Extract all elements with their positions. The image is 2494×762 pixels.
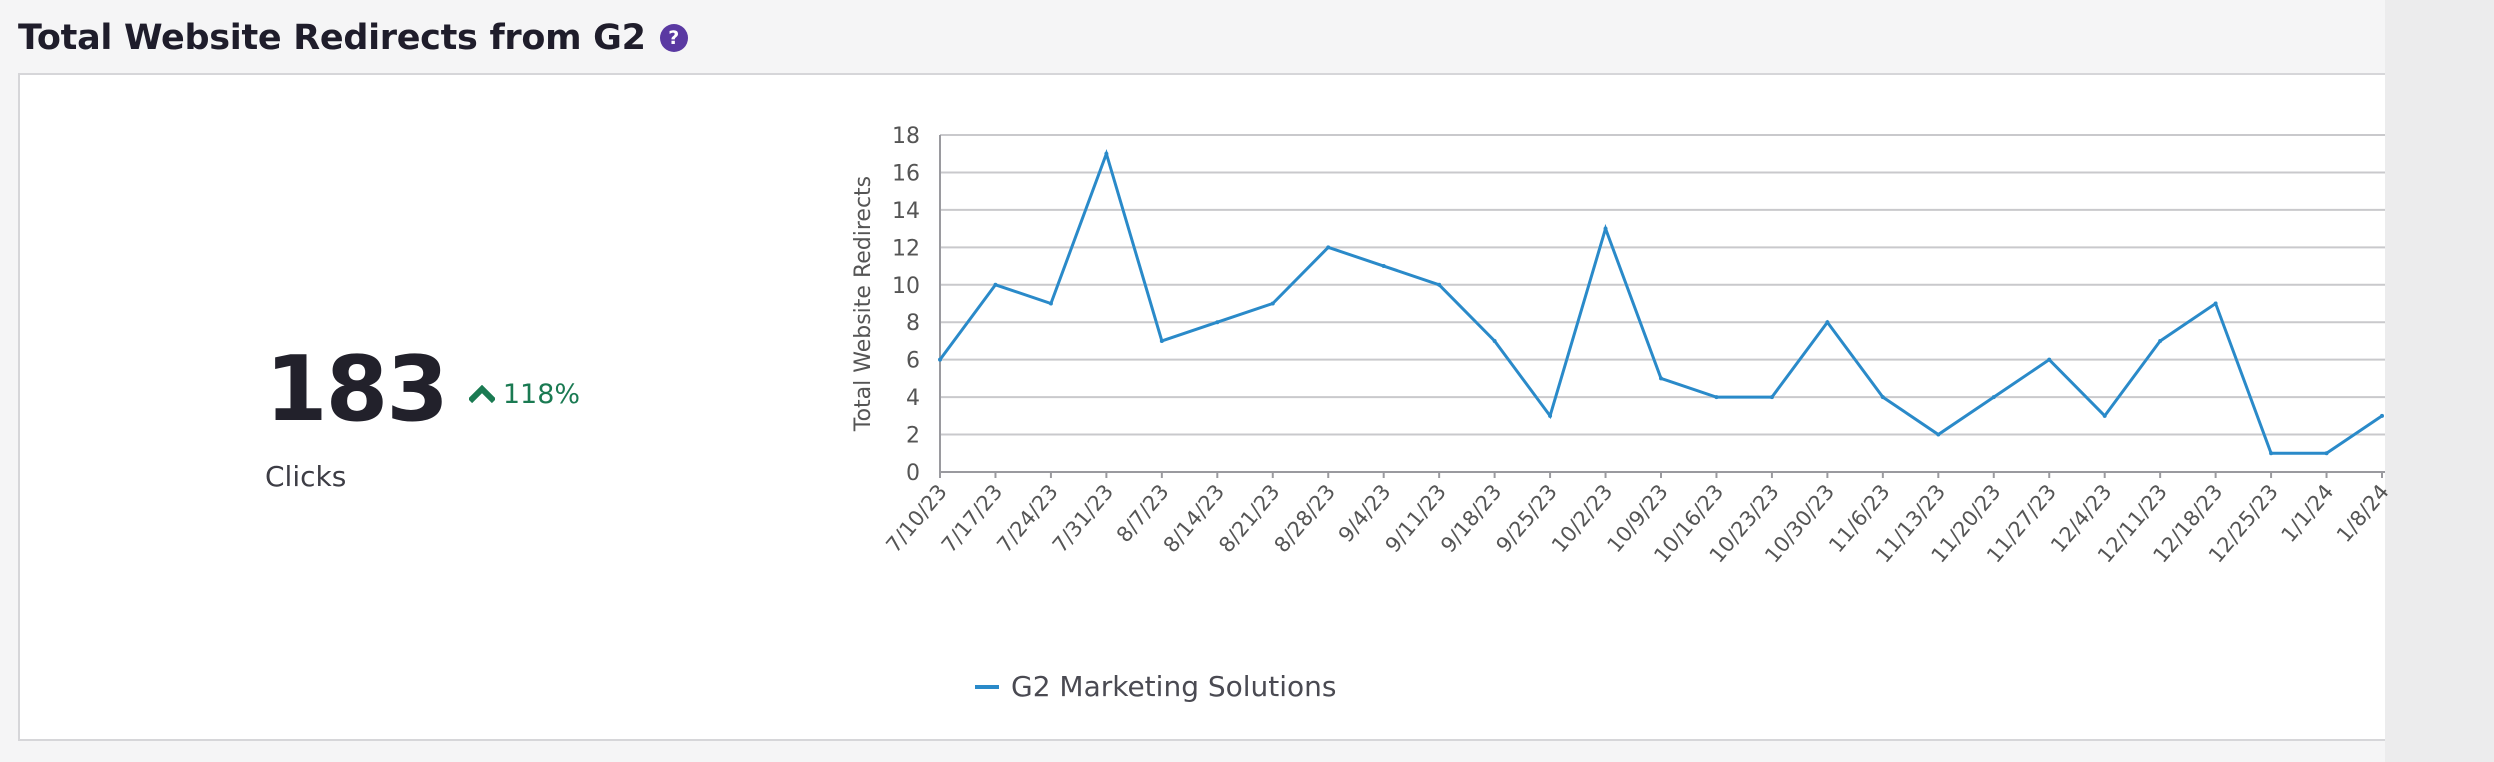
card-title: Total Website Redirects from G2 xyxy=(18,18,646,58)
kpi-label: Clicks xyxy=(265,460,347,493)
data-point xyxy=(1825,320,1830,325)
data-point xyxy=(1769,395,1774,400)
series-line xyxy=(938,148,2383,455)
data-point xyxy=(1603,226,1608,231)
data-point xyxy=(2380,413,2384,418)
x-tick-label: 7/31/23 xyxy=(1048,480,1118,557)
data-point xyxy=(1991,395,1996,400)
data-point xyxy=(1548,413,1553,418)
chart-panel xyxy=(18,73,2385,741)
y-tick-label: 0 xyxy=(906,461,920,486)
data-point xyxy=(2158,338,2163,343)
x-tick-label: 8/28/23 xyxy=(1270,480,1340,557)
x-tick-label: 1/1/24 xyxy=(2277,480,2339,547)
question-circle-icon[interactable]: ? xyxy=(659,24,688,52)
data-point xyxy=(1381,264,1386,269)
kpi-delta: 118% xyxy=(468,378,581,410)
chevron-up-icon xyxy=(468,385,495,403)
data-point xyxy=(1270,301,1275,306)
y-tick-label: 8 xyxy=(906,311,920,336)
data-point xyxy=(1714,395,1719,400)
data-point xyxy=(1215,320,1220,325)
data-point xyxy=(2324,451,2329,456)
kpi-delta-percent: 118% xyxy=(502,378,581,410)
data-point xyxy=(1104,151,1109,156)
data-point xyxy=(2269,451,2274,456)
kpi-value: 183 xyxy=(265,337,449,442)
y-tick-label: 16 xyxy=(892,161,920,186)
data-point xyxy=(2213,301,2218,306)
data-point xyxy=(938,357,942,362)
chart-legend[interactable]: G2 Marketing Solutions xyxy=(975,670,1337,703)
data-point xyxy=(2102,413,2107,418)
data-point xyxy=(1936,432,1941,437)
page-background-edge xyxy=(2385,0,2494,762)
y-axis-title: Total Website Redirects xyxy=(851,176,876,432)
y-tick-label: 18 xyxy=(892,124,920,149)
y-tick-label: 14 xyxy=(892,199,920,224)
data-point xyxy=(1880,395,1885,400)
data-point xyxy=(1659,376,1663,381)
y-tick-label: 2 xyxy=(906,424,920,449)
data-point xyxy=(1159,338,1164,343)
x-tick-label: 1/8/24 xyxy=(2332,480,2394,547)
data-point xyxy=(1326,245,1331,250)
data-point xyxy=(993,282,998,287)
y-tick-label: 10 xyxy=(892,274,920,299)
data-point xyxy=(1492,338,1497,343)
kpi-summary: 183 118% xyxy=(265,345,580,435)
legend-swatch xyxy=(975,684,999,689)
legend-label: G2 Marketing Solutions xyxy=(1011,670,1337,703)
y-tick-label: 12 xyxy=(892,236,920,261)
data-point xyxy=(1048,301,1053,306)
y-tick-label: 6 xyxy=(906,349,920,374)
data-point xyxy=(1437,282,1442,287)
y-tick-label: 4 xyxy=(906,386,920,411)
card-header: Total Website Redirects from G2 ? xyxy=(18,18,688,58)
data-point xyxy=(2047,357,2052,362)
